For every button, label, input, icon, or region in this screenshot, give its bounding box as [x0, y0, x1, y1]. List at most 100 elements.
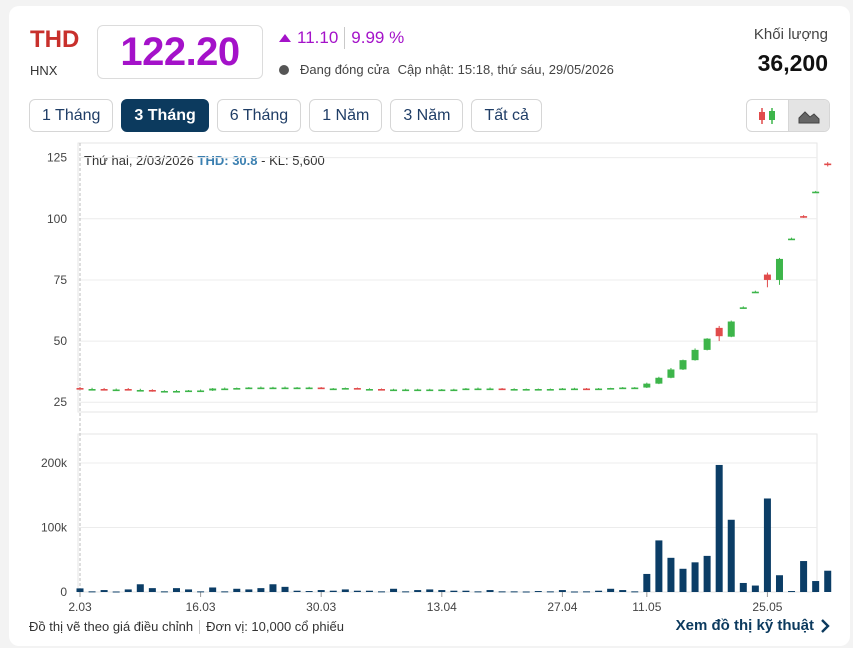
candle-body — [148, 389, 156, 392]
candle-body — [522, 389, 530, 391]
candle-body — [763, 274, 771, 280]
candle-body — [510, 389, 518, 391]
candle-body — [534, 389, 542, 391]
candle-body — [172, 390, 180, 393]
candle-body — [751, 291, 759, 294]
volume-bar — [281, 586, 289, 592]
x-tick-label: 27.04 — [547, 600, 577, 614]
candle-body — [414, 389, 422, 392]
status-text: Đang đóng cửa — [300, 62, 390, 77]
candle-body — [679, 360, 687, 370]
area-chart-icon — [798, 110, 820, 123]
price-panel-frame — [77, 142, 818, 413]
x-tick-label: 30.03 — [306, 600, 336, 614]
volume-bar — [691, 562, 699, 592]
volume-bar — [378, 591, 385, 593]
x-tick-label: 2.03 — [68, 600, 92, 614]
volume-bar — [185, 589, 193, 592]
candle-body — [100, 389, 108, 391]
candle-body — [498, 388, 506, 391]
volume-bar — [172, 588, 180, 592]
x-tick-label: 16.03 — [186, 600, 216, 614]
up-arrow-icon — [279, 34, 291, 42]
volume-bar — [643, 573, 651, 592]
candle-body — [691, 349, 699, 361]
volume-bar — [667, 557, 675, 592]
candle-body — [76, 388, 84, 390]
candle-body — [257, 387, 265, 390]
tab-1-year[interactable]: 1 Năm — [309, 99, 383, 132]
change-percent: 9.99 % — [351, 28, 405, 47]
candle-body — [185, 390, 193, 393]
candle-body — [703, 338, 711, 350]
volume-bar — [583, 591, 591, 593]
tooltip-ticker: THD: — [197, 153, 229, 168]
volume-bar — [534, 591, 542, 593]
candle-body — [378, 389, 385, 391]
volume-bar — [558, 590, 566, 592]
candle-body — [426, 389, 434, 392]
volume-bar — [788, 591, 796, 593]
tab-3-months[interactable]: 3 Tháng — [121, 99, 209, 132]
volume-bar — [317, 590, 325, 592]
status-dot-icon — [279, 64, 289, 75]
adjusted-price-note: Đồ thị vẽ theo giá điều chỉnh — [29, 619, 194, 634]
volume-bar — [715, 464, 723, 592]
volume-bar — [703, 555, 711, 592]
candle-body — [462, 388, 470, 391]
candle-body — [233, 388, 241, 390]
candle-body — [788, 238, 796, 241]
x-tick-label: 11.05 — [632, 600, 661, 614]
volume-bar — [414, 590, 422, 592]
candle-body — [438, 389, 446, 392]
volume-bar — [365, 590, 373, 592]
volume-bar — [112, 591, 120, 593]
candle-body — [775, 258, 783, 280]
candle-body — [269, 387, 277, 390]
candle-body — [221, 388, 229, 391]
candle-body — [160, 390, 168, 393]
candle-body — [136, 389, 144, 392]
tab-6-months[interactable]: 6 Tháng — [216, 99, 302, 132]
tab-3-years[interactable]: 3 Năm — [390, 99, 464, 132]
divider — [344, 27, 346, 49]
volume-bar — [76, 588, 84, 592]
volume-panel-frame — [77, 433, 818, 593]
volume-bar — [269, 584, 277, 592]
tab-1-month[interactable]: 1 Tháng — [29, 99, 114, 132]
volume-bar — [655, 540, 663, 592]
volume-bar — [751, 585, 759, 592]
price-tick-label: 50 — [54, 334, 68, 348]
area-chart-button[interactable] — [787, 100, 829, 131]
ticker-symbol: THD — [30, 26, 80, 53]
candle-body — [112, 389, 120, 392]
volume-bar — [619, 590, 627, 592]
volume-bar — [293, 590, 301, 592]
candle-body — [486, 388, 494, 391]
updated-time: Cập nhật: 15:18, thứ sáu, 29/05/2026 — [397, 62, 614, 77]
volume-tick-label: 0 — [60, 585, 67, 599]
price-volume-chart[interactable]: 25 50 75 100 125 0 100k 200k 2.03 16.03 30.03 13.04… — [9, 6, 850, 646]
candlestick-button[interactable] — [747, 100, 788, 131]
x-tick-label: 13.04 — [427, 600, 457, 614]
price-tick-label: 125 — [47, 151, 67, 165]
candle-body — [655, 377, 663, 384]
price-tick-label: 25 — [54, 395, 68, 409]
candle-body — [558, 388, 566, 391]
volume-bar — [197, 591, 205, 593]
technical-chart-link-label: Xem đồ thị kỹ thuật — [675, 617, 814, 634]
volume-bar — [124, 589, 132, 592]
divider — [199, 619, 201, 634]
volume-bar — [257, 588, 265, 592]
candle-body — [727, 321, 735, 337]
volume-bar — [631, 591, 639, 593]
tab-all[interactable]: Tất cả — [471, 99, 542, 132]
volume-bar — [160, 591, 168, 593]
volume-bar — [546, 591, 554, 593]
candle-body — [812, 191, 820, 194]
chevron-right-icon — [821, 618, 830, 633]
volume-bar — [450, 590, 458, 592]
technical-chart-link[interactable]: Xem đồ thị kỹ thuật — [676, 617, 830, 634]
chart-mode-toggle — [746, 99, 830, 132]
volume-bar — [522, 591, 530, 593]
